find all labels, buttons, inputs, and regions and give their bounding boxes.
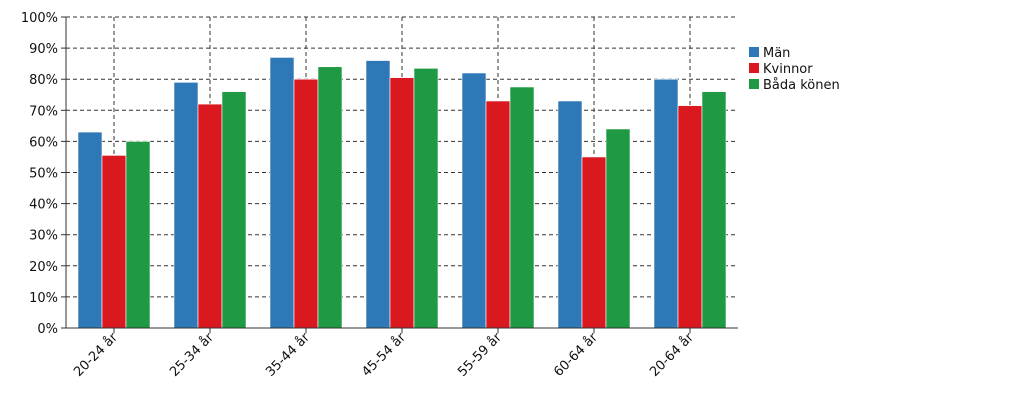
bar-man <box>557 100 583 329</box>
y-tick-label: 100% <box>21 11 58 26</box>
x-tick-label: 35-44 år <box>263 330 313 380</box>
x-tick-label: 20-64 år <box>647 330 697 380</box>
bar-kvinnor <box>389 77 415 329</box>
x-tick-label: 25-34 år <box>167 330 217 380</box>
bar-bada-konen <box>413 68 439 329</box>
legend-swatch <box>749 47 759 57</box>
y-tick-label: 10% <box>29 291 58 306</box>
y-tick-label: 60% <box>29 135 58 150</box>
bar-man <box>365 60 391 329</box>
y-tick-label: 80% <box>29 73 58 88</box>
legend-label: Män <box>763 46 790 61</box>
bar-man <box>653 78 679 329</box>
y-tick-label: 70% <box>29 104 58 119</box>
y-tick-label: 90% <box>29 42 58 57</box>
bar-bada-konen <box>605 128 631 329</box>
y-tick-label: 0% <box>37 322 58 337</box>
bar-kvinnor <box>197 103 223 329</box>
bar-man <box>461 72 487 329</box>
bar-man <box>173 82 199 329</box>
legend-swatch <box>749 63 759 73</box>
x-tick-label: 45-54 år <box>359 330 409 380</box>
bar-bada-konen <box>701 91 727 329</box>
bar-bada-konen <box>509 86 535 329</box>
y-tick-label: 20% <box>29 260 58 275</box>
y-tick-label: 30% <box>29 229 58 244</box>
x-tick-label: 20-24 år <box>71 330 121 380</box>
bars-layer <box>77 57 727 329</box>
bar-kvinnor <box>101 155 127 329</box>
bar-kvinnor <box>581 156 607 329</box>
bar-bada-konen <box>221 91 247 329</box>
bar-bada-konen <box>125 141 151 329</box>
bar-bada-konen <box>317 66 343 329</box>
legend-label: Båda könen <box>763 78 840 93</box>
bar-kvinnor <box>485 100 511 329</box>
y-tick-label: 40% <box>29 198 58 213</box>
bar-man <box>77 131 103 329</box>
legend-swatch <box>749 79 759 89</box>
bar-kvinnor <box>677 105 703 329</box>
x-tick-label: 60-64 år <box>551 330 601 380</box>
y-tick-label: 50% <box>29 167 58 182</box>
bar-kvinnor <box>293 78 319 329</box>
bar-man <box>269 57 295 329</box>
legend-label: Kvinnor <box>763 62 813 77</box>
x-tick-label: 55-59 år <box>455 330 505 380</box>
